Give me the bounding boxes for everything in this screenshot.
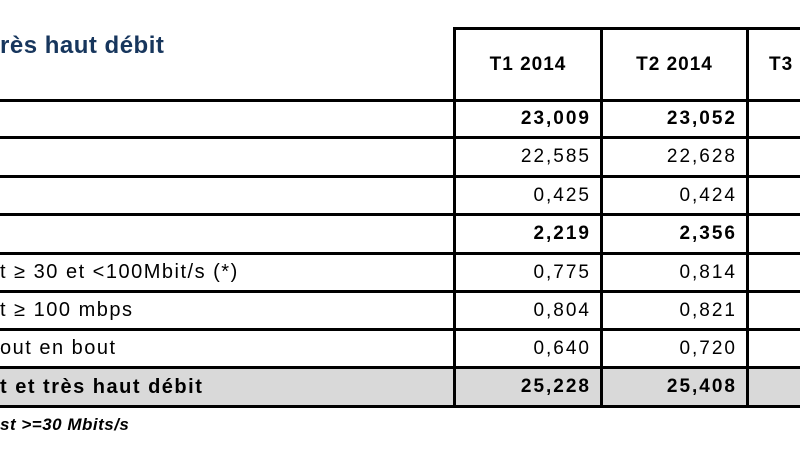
table-row: out en bout 0,640 0,720 <box>0 331 800 369</box>
table-row: 0,425 0,424 <box>0 178 800 216</box>
value-cell-t3 <box>746 255 800 293</box>
total-value-t2: 25,408 <box>600 369 746 408</box>
row-label <box>0 216 453 255</box>
table-title-cell: rès haut débit <box>0 27 453 99</box>
row-label <box>0 178 453 216</box>
total-value-t1: 25,228 <box>453 369 600 408</box>
row-label: t ≥ 100 mbps <box>0 293 453 331</box>
value-cell-t1: 0,640 <box>453 331 600 369</box>
value-cell-t1: 22,585 <box>453 139 600 178</box>
column-header-t2-2014: T2 2014 <box>600 27 746 99</box>
row-label <box>0 99 453 139</box>
table-row: t ≥ 100 mbps 0,804 0,821 <box>0 293 800 331</box>
value-cell-t2: 0,814 <box>600 255 746 293</box>
total-value-t3 <box>746 369 800 408</box>
value-cell-t1: 23,009 <box>453 99 600 139</box>
table-row: t ≥ 30 et <100Mbit/s (*) 0,775 0,814 <box>0 255 800 293</box>
value-cell-t2: 22,628 <box>600 139 746 178</box>
column-header-t1-2014: T1 2014 <box>453 27 600 99</box>
column-header-t3-2014: T3 <box>746 27 800 99</box>
value-cell-t2: 23,052 <box>600 99 746 139</box>
row-label <box>0 139 453 178</box>
value-cell-t3 <box>746 331 800 369</box>
value-cell-t3 <box>746 139 800 178</box>
footnote: st >=30 Mbits/s <box>0 415 130 434</box>
value-cell-t1: 2,219 <box>453 216 600 255</box>
total-row-label: t et très haut débit <box>0 369 453 408</box>
table-total-row: t et très haut débit 25,228 25,408 <box>0 369 800 408</box>
row-label: t ≥ 30 et <100Mbit/s (*) <box>0 255 453 293</box>
table-row: 23,009 23,052 <box>0 99 800 139</box>
value-cell-t1: 0,425 <box>453 178 600 216</box>
value-cell-t3 <box>746 178 800 216</box>
value-cell-t3 <box>746 99 800 139</box>
value-cell-t2: 0,821 <box>600 293 746 331</box>
broadband-subscriptions-table: rès haut débit T1 2014 T2 2014 T3 23,009… <box>0 27 800 408</box>
value-cell-t2: 2,356 <box>600 216 746 255</box>
value-cell-t1: 0,775 <box>453 255 600 293</box>
value-cell-t3 <box>746 216 800 255</box>
table-title: rès haut débit <box>0 32 165 59</box>
value-cell-t1: 0,804 <box>453 293 600 331</box>
table-row: 2,219 2,356 <box>0 216 800 255</box>
table-row: 22,585 22,628 <box>0 139 800 178</box>
value-cell-t3 <box>746 293 800 331</box>
row-label: out en bout <box>0 331 453 369</box>
value-cell-t2: 0,424 <box>600 178 746 216</box>
value-cell-t2: 0,720 <box>600 331 746 369</box>
table-header-row: rès haut débit T1 2014 T2 2014 T3 <box>0 27 800 99</box>
